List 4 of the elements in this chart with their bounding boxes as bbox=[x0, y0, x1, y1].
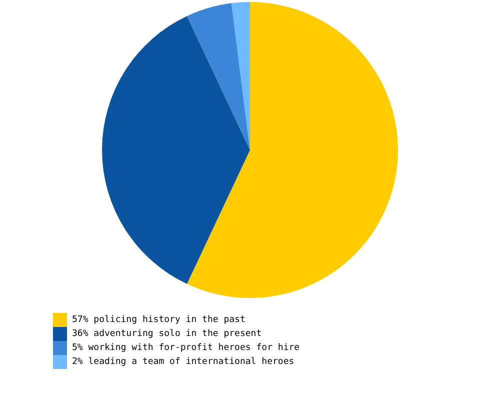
legend-label: 2% leading a team of international heroes bbox=[72, 357, 294, 367]
legend-label: 57% policing history in the past bbox=[72, 315, 246, 325]
legend-label: 5% working with for-profit heroes for hire bbox=[72, 343, 300, 353]
legend-label: 36% adventuring solo in the present bbox=[72, 329, 262, 339]
